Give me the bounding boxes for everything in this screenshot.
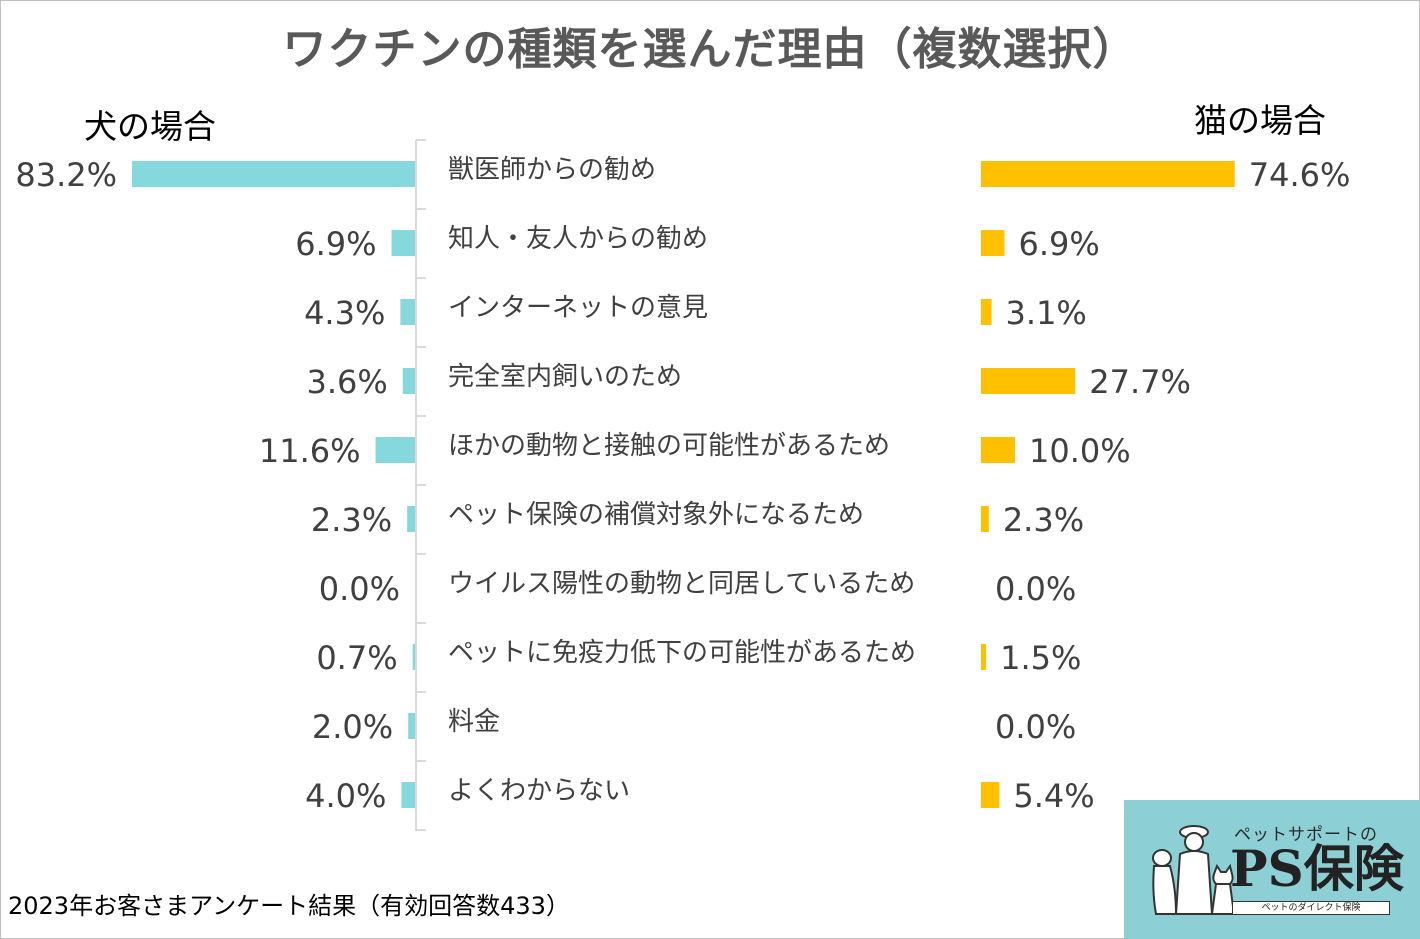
cat-value-label: 10.0% — [1029, 432, 1131, 470]
category-label: 獣医師からの勧め — [448, 155, 656, 185]
dog-value-label: 0.0% — [319, 570, 400, 608]
dog-value-label: 2.0% — [312, 708, 393, 746]
dog-bar — [402, 368, 415, 394]
dog-value-label: 2.3% — [311, 501, 392, 539]
category-label: ウイルス陽性の動物と同居しているため — [448, 569, 915, 599]
dog-bar — [412, 644, 415, 670]
dog-value-label: 6.9% — [295, 225, 376, 263]
cat-bar — [981, 506, 989, 532]
dog-bar — [391, 230, 415, 256]
cat-bar — [981, 644, 987, 670]
ps-hoken-logo: ペットサポートの PS保険 ペットのダイレクト保険 — [1124, 800, 1420, 939]
category-label: 知人・友人からの勧め — [448, 224, 708, 254]
cat-value-label: 6.9% — [1018, 225, 1099, 263]
category-label: ほかの動物と接触の可能性があるため — [448, 431, 890, 461]
cat-value-label: 0.0% — [995, 570, 1076, 608]
logo-tagline: ペットサポートの — [1234, 825, 1378, 845]
dog-value-label: 11.6% — [259, 432, 361, 470]
cat-value-label: 5.4% — [1013, 777, 1094, 815]
dog-bar — [132, 161, 415, 187]
survey-footnote: 2023年お客さまアンケート結果（有効回答数433） — [8, 892, 570, 920]
dog-value-label: 83.2% — [15, 156, 117, 194]
dog-value-label: 0.7% — [316, 639, 397, 677]
cat-value-label: 27.7% — [1089, 363, 1191, 401]
category-label: ペットに免疫力低下の可能性があるため — [448, 638, 916, 668]
cat-value-label: 1.5% — [1000, 639, 1081, 677]
dog-bar — [408, 713, 415, 739]
dog-value-label: 4.3% — [304, 294, 385, 332]
category-label: よくわからない — [448, 776, 630, 806]
category-label: インターネットの意見 — [448, 293, 708, 323]
logo-subtitle: ペットのダイレクト保険 — [1232, 901, 1390, 915]
chart-title: ワクチンの種類を選んだ理由（複数選択） — [282, 24, 1138, 75]
category-label: 完全室内飼いのため — [448, 362, 682, 392]
dog-value-label: 4.0% — [305, 777, 386, 815]
category-label: 料金 — [448, 707, 500, 737]
category-label: ペット保険の補償対象外になるため — [448, 500, 864, 530]
cat-value-label: 3.1% — [1006, 294, 1087, 332]
cat-value-label: 0.0% — [995, 708, 1076, 746]
cat-panel-label: 猫の場合 — [1194, 101, 1326, 140]
cat-bar — [981, 299, 992, 325]
dog-panel-label: 犬の場合 — [84, 107, 216, 146]
dog-bar — [401, 782, 415, 808]
logo-brand: PS保険 — [1230, 839, 1404, 898]
pet-owner-mascot-icon — [1152, 825, 1236, 915]
dog-bar — [407, 506, 415, 532]
cat-bar — [981, 161, 1235, 187]
dog-value-label: 3.6% — [306, 363, 387, 401]
dog-bar — [375, 437, 415, 463]
cat-bar — [981, 368, 1076, 394]
dog-bar — [400, 299, 415, 325]
cat-value-label: 74.6% — [1249, 156, 1351, 194]
cat-bar — [981, 230, 1005, 256]
cat-value-label: 2.3% — [1003, 501, 1084, 539]
cat-bar — [981, 437, 1016, 463]
cat-bar — [981, 782, 1000, 808]
